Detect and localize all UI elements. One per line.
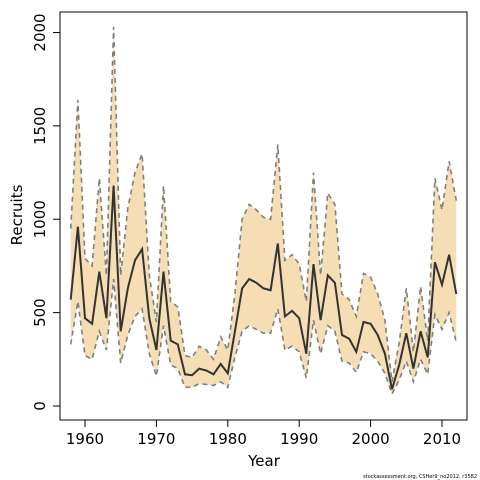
x-tick-label: 1960 <box>66 430 104 448</box>
confidence-band <box>70 26 457 394</box>
x-axis-title: Year <box>247 452 281 470</box>
y-axis-title: Recruits <box>8 184 26 245</box>
y-tick-label: 0 <box>31 401 49 411</box>
y-tick-label: 500 <box>31 298 49 327</box>
y-tick-label: 1500 <box>31 107 49 145</box>
estimate-line <box>69 185 458 390</box>
y-tick-label: 2000 <box>31 13 49 51</box>
x-tick-label: 1980 <box>209 430 247 448</box>
x-tick-label: 1990 <box>280 430 318 448</box>
lower-bound-line <box>69 278 458 396</box>
x-tick-label: 1970 <box>137 430 175 448</box>
plot-frame <box>59 11 468 421</box>
plot-layer <box>69 26 458 396</box>
x-tick-label: 2010 <box>423 430 461 448</box>
upper-bound-line <box>69 26 458 382</box>
credit-text: stockassessment.org, CSHer9_no2012, r358… <box>363 474 477 480</box>
y-tick-label: 1000 <box>31 200 49 238</box>
axis-layer: 1960 1970 1980 1990 2000 2010 0 500 1000 1500 2000 <box>31 11 468 448</box>
x-tick-label: 2000 <box>352 430 390 448</box>
